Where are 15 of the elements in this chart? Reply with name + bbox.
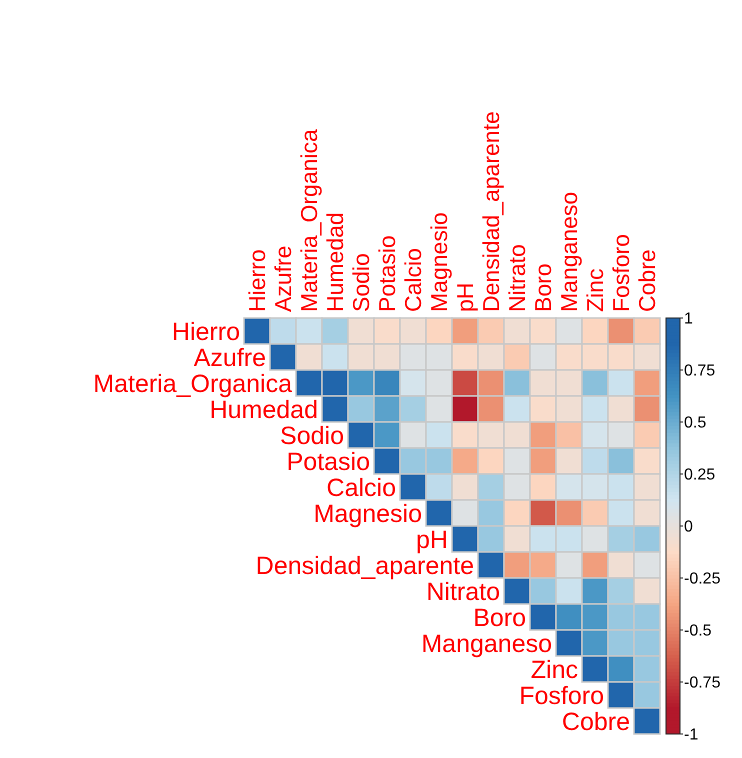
color-bar-label: 0.5 bbox=[684, 414, 706, 432]
x-tick-label: Cobre bbox=[634, 249, 660, 312]
color-bar-label: -0.25 bbox=[684, 570, 721, 588]
y-tick-label: Nitrato bbox=[426, 578, 500, 606]
color-bar-label: 0.75 bbox=[684, 362, 716, 380]
color-bar-label: -1 bbox=[684, 726, 698, 744]
y-tick-label: Magnesio bbox=[314, 500, 422, 528]
color-bar-label: 0 bbox=[684, 518, 693, 536]
color-bar-label: -0.5 bbox=[684, 622, 712, 640]
y-tick-label: Calcio bbox=[326, 474, 396, 502]
color-bar-label: -0.75 bbox=[684, 674, 721, 692]
y-tick-label: pH bbox=[416, 526, 448, 554]
color-bar-label: 0.25 bbox=[684, 466, 716, 484]
y-tick-label: Manganeso bbox=[421, 630, 552, 658]
color-bar-label: 1 bbox=[684, 310, 693, 328]
